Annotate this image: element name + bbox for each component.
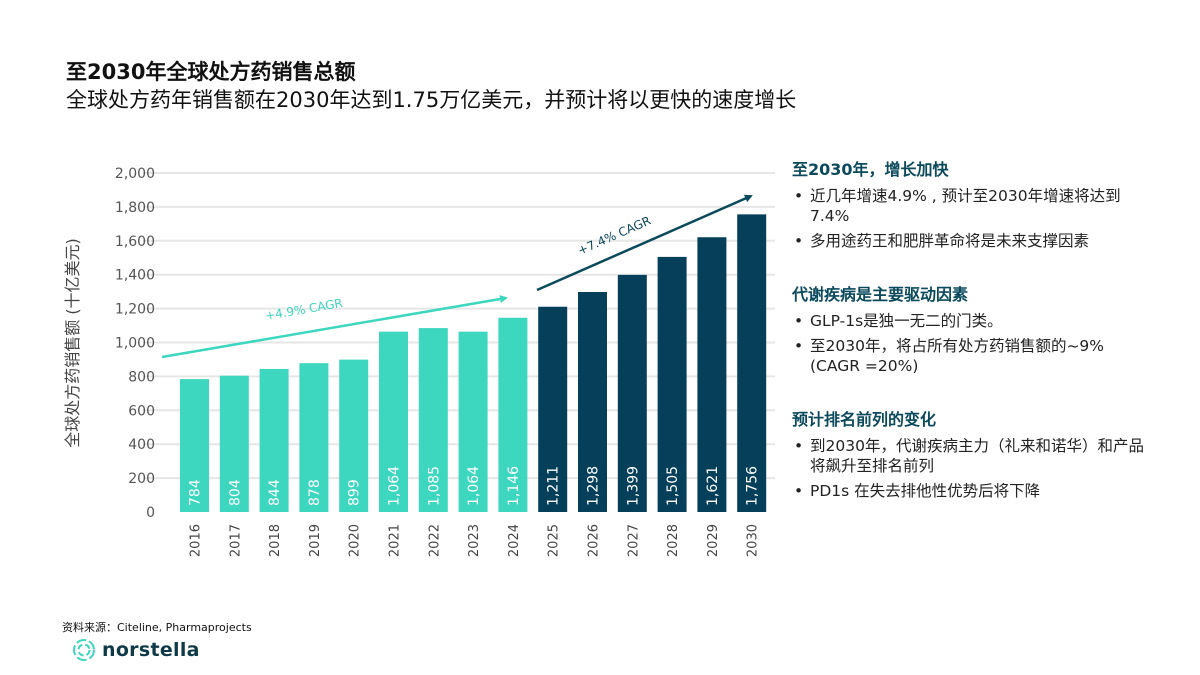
bar-2017	[219, 375, 249, 512]
forecast-cagr-label: +7.4% CAGR	[576, 213, 653, 257]
bar-value-label: 899	[347, 479, 363, 506]
bar-value-label: 878	[307, 479, 323, 506]
y-tick-label: 1,200	[115, 302, 155, 318]
bar-2028	[657, 256, 687, 512]
x-tick-label: 2016	[189, 524, 204, 557]
section-heading: 至2030年，增长加快	[792, 160, 949, 179]
x-tick-label: 2026	[587, 524, 602, 557]
bar-2022	[418, 328, 448, 512]
forecast-cagr-arrow	[536, 194, 753, 292]
page-title: 至2030年全球处方药销售总额	[66, 60, 356, 84]
x-tick-label: 2027	[626, 524, 641, 557]
bar-2024	[498, 317, 528, 512]
bar-2021	[379, 331, 408, 512]
x-tick-label: 2030	[746, 524, 761, 557]
bullet: 到2030年，代谢疾病主力（礼来和诺华）和产品将飙升至排名前列	[792, 436, 1152, 476]
bar-value-label: 1,505	[665, 466, 681, 506]
bar-2025	[538, 306, 568, 512]
bar-2023	[458, 331, 488, 512]
y-tick-label: 2,000	[115, 166, 155, 182]
bar-value-label: 1,085	[426, 466, 442, 506]
x-tick-label: 2021	[388, 524, 403, 557]
bar-2027	[617, 274, 647, 512]
bullet: PD1s 在失去排他性优势后将下降	[792, 481, 1152, 501]
bar-value-label: 1,756	[745, 466, 761, 506]
bullet: 近几年增速4.9% , 预计至2030年增速将达到7.4%	[792, 186, 1152, 226]
x-tick-label: 2019	[308, 524, 323, 557]
bullet: 多用途药王和肥胖革命将是未来支撑因素	[792, 231, 1152, 251]
bar-2030	[737, 214, 767, 512]
bar-chart: 0 200 400 600 800 1,000 1,200 1,400 1,600 1,800 2,…	[63, 166, 775, 557]
bar-2026	[578, 291, 607, 512]
bullet: GLP-1s是独一无二的门类。	[792, 311, 1152, 331]
bar-value-label: 1,621	[705, 466, 721, 506]
bar-2018	[259, 368, 289, 512]
bar-2029	[697, 237, 727, 513]
bar-value-label: 1,064	[466, 466, 482, 506]
bar-2020	[339, 359, 369, 512]
y-axis-label: 全球处方药销售额 (十亿美元)	[63, 238, 82, 448]
norstella-logo: norstella	[72, 638, 200, 662]
norstella-logo-icon	[73, 639, 95, 661]
x-tick-label: 2025	[547, 524, 562, 557]
section-metabolic: 代谢疾病是主要驱动因素 GLP-1s是独一无二的门类。至2030年，将占所有处方…	[792, 281, 1152, 376]
section-heading: 预计排名前列的变化	[792, 410, 937, 429]
x-tick-label: 2024	[507, 524, 522, 557]
bar-value-label: 1,146	[506, 466, 522, 506]
y-tick-label: 1,000	[115, 336, 155, 352]
x-tick-label: 2029	[706, 524, 721, 557]
bar-2016	[180, 379, 209, 512]
y-tick-label: 800	[128, 369, 155, 385]
x-tick-label: 2023	[467, 524, 482, 557]
logo-text: norstella	[102, 639, 200, 661]
key-points-panel: 至2030年，增长加快 近几年增速4.9% , 预计至2030年增速将达到7.4…	[792, 156, 1152, 531]
y-tick-label: 1,400	[115, 268, 155, 284]
bar-value-label: 1,399	[625, 466, 641, 506]
section-growth: 至2030年，增长加快 近几年增速4.9% , 预计至2030年增速将达到7.4…	[792, 156, 1152, 251]
y-tick-label: 400	[128, 437, 155, 453]
section-heading: 代谢疾病是主要驱动因素	[792, 285, 969, 304]
x-tick-label: 2022	[427, 524, 442, 557]
x-tick-label: 2018	[268, 524, 283, 557]
y-tick-label: 1,800	[115, 200, 155, 216]
historical-cagr-label: +4.9% CAGR	[264, 296, 344, 323]
bar-value-label: 784	[188, 479, 204, 506]
bar-value-label: 1,064	[387, 466, 403, 506]
y-tick-label: 1,600	[115, 234, 155, 250]
historical-cagr-arrow	[161, 295, 508, 359]
bar-value-label: 1,211	[546, 466, 562, 506]
bullet: 至2030年，将占所有处方药销售额的~9% (CAGR =20%)	[792, 336, 1152, 376]
y-tick-label: 600	[128, 403, 155, 419]
y-tick-label: 200	[128, 471, 155, 487]
x-tick-label: 2020	[348, 524, 363, 557]
bar-value-label: 844	[267, 479, 283, 506]
bar-2019	[299, 363, 329, 512]
x-tick-label: 2028	[666, 524, 681, 557]
page-subtitle: 全球处方药年销售额在2030年达到1.75万亿美元，并预计将以更快的速度增长	[66, 88, 797, 112]
bar-value-label: 804	[227, 479, 243, 506]
bar-value-label: 1,298	[586, 466, 602, 506]
section-ranking: 预计排名前列的变化 到2030年，代谢疾病主力（礼来和诺华）和产品将飙升至排名前…	[792, 406, 1152, 501]
y-tick-label: 0	[146, 505, 155, 521]
source-note: 资料来源：Citeline, Pharmaprojects	[62, 621, 252, 634]
x-tick-label: 2017	[228, 524, 243, 557]
